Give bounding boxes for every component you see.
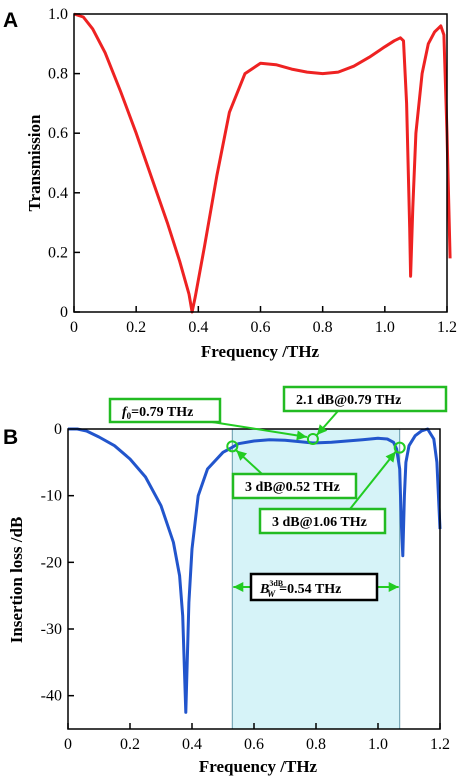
y-tick-label: 0 bbox=[60, 304, 68, 321]
bw-superscript: 3dB bbox=[269, 579, 283, 588]
y-tick-label: -40 bbox=[41, 688, 62, 705]
panel-b-label: B bbox=[3, 426, 18, 449]
panel-a-y-ticks: 0 0.2 0.4 0.6 0.8 1.0 bbox=[48, 6, 80, 321]
x-tick-label: 1.2 bbox=[437, 319, 457, 336]
center-frequency-marker bbox=[306, 433, 319, 445]
bw-symbol: B bbox=[259, 582, 269, 597]
f0-subscript: 0 bbox=[127, 411, 132, 421]
lower-3db-marker bbox=[226, 440, 239, 453]
panel-b: B 0 0.2 0.4 0.6 0.8 1.0 1.2 0-10-20-30-40 f0=0… bbox=[3, 385, 450, 776]
panel-a-y-axis-label: Transmission bbox=[25, 114, 44, 212]
x-tick-label: 0.2 bbox=[126, 319, 146, 336]
x-tick-label: 0.6 bbox=[244, 736, 264, 753]
panel-b-insertion-loss-line bbox=[68, 427, 442, 714]
bandwidth-annotation-text: B3dB W =0.54 THz bbox=[259, 579, 341, 599]
lower-3db-annotation-box bbox=[231, 472, 358, 500]
f0-annotation-box bbox=[108, 397, 222, 424]
f0-symbol: f bbox=[122, 405, 128, 420]
bw-value: =0.54 THz bbox=[279, 582, 341, 597]
panel-a-x-axis-label: Frequency /THz bbox=[201, 342, 320, 361]
x-tick-label: 1.2 bbox=[430, 736, 450, 753]
f0-arrow bbox=[211, 421, 308, 438]
panel-a-label: A bbox=[3, 9, 18, 32]
y-tick-label: -20 bbox=[41, 554, 62, 571]
bandwidth-arrow-left-head bbox=[233, 582, 244, 592]
loss-annotation-box bbox=[282, 385, 448, 413]
x-tick-label: 1.0 bbox=[375, 319, 395, 336]
x-tick-label: 0.6 bbox=[251, 319, 271, 336]
upper-3db-arrow-head bbox=[385, 451, 396, 463]
lower-3db-annotation-text: 3 dB@0.52 THz bbox=[245, 480, 340, 495]
x-tick-label: 0 bbox=[70, 319, 78, 336]
upper-3db-annotation-box bbox=[258, 507, 387, 535]
x-tick-label: 0.4 bbox=[188, 319, 208, 336]
y-tick-label: 1.0 bbox=[48, 6, 68, 23]
panel-b-y-axis-label: Insertion loss /dB bbox=[7, 517, 26, 644]
upper-3db-annotation-text: 3 dB@1.06 THz bbox=[272, 515, 367, 530]
panel-a-x-ticks: 0 0.2 0.4 0.6 0.8 1.0 1.2 bbox=[70, 306, 457, 336]
x-tick-label: 0.8 bbox=[313, 319, 333, 336]
y-tick-label: 0.4 bbox=[48, 185, 68, 202]
x-tick-label: 1.0 bbox=[368, 736, 388, 753]
f0-arrow-head bbox=[296, 430, 307, 441]
panel-a-plot-frame bbox=[73, 13, 448, 313]
y-tick-label: -10 bbox=[41, 488, 62, 505]
f0-value: =0.79 THz bbox=[131, 405, 193, 420]
bw-subscript: W bbox=[267, 589, 276, 599]
y-tick-label: 0 bbox=[54, 421, 62, 438]
x-tick-label: 0 bbox=[64, 736, 72, 753]
panel-b-x-ticks: 0 0.2 0.4 0.6 0.8 1.0 1.2 bbox=[64, 723, 450, 753]
panel-b-y-ticks: 0 -10 -20 -30 -40 bbox=[41, 421, 74, 705]
y-tick-label: 0.6 bbox=[48, 125, 68, 142]
loss-annotation-text: 2.1 dB@0.79 THz bbox=[296, 393, 401, 408]
f0-annotation-text: f0=0.79 THz bbox=[122, 405, 193, 421]
y-tick-label: -30 bbox=[41, 621, 62, 638]
bandwidth-annotation-box bbox=[249, 572, 379, 602]
bandwidth-arrow-right-head bbox=[388, 582, 399, 592]
panel-a-transmission-line bbox=[73, 12, 452, 314]
y-tick-label: 0.2 bbox=[48, 244, 68, 261]
y-tick-label: 0.8 bbox=[48, 66, 68, 83]
panel-a: A 0 0.2 0.4 0.6 0.8 1.0 1.2 0 0.2 0.4 0.6 0.8 1.0 F… bbox=[3, 6, 457, 361]
upper-3db-arrow bbox=[349, 451, 397, 510]
x-tick-label: 0.8 bbox=[306, 736, 326, 753]
lower-3db-arrow-head bbox=[236, 450, 248, 461]
loss-arrow-head bbox=[316, 424, 328, 435]
panel-b-x-axis-label: Frequency /THz bbox=[199, 757, 318, 776]
upper-3db-marker bbox=[393, 441, 406, 454]
x-tick-label: 0.4 bbox=[182, 736, 202, 753]
x-tick-label: 0.2 bbox=[120, 736, 140, 753]
